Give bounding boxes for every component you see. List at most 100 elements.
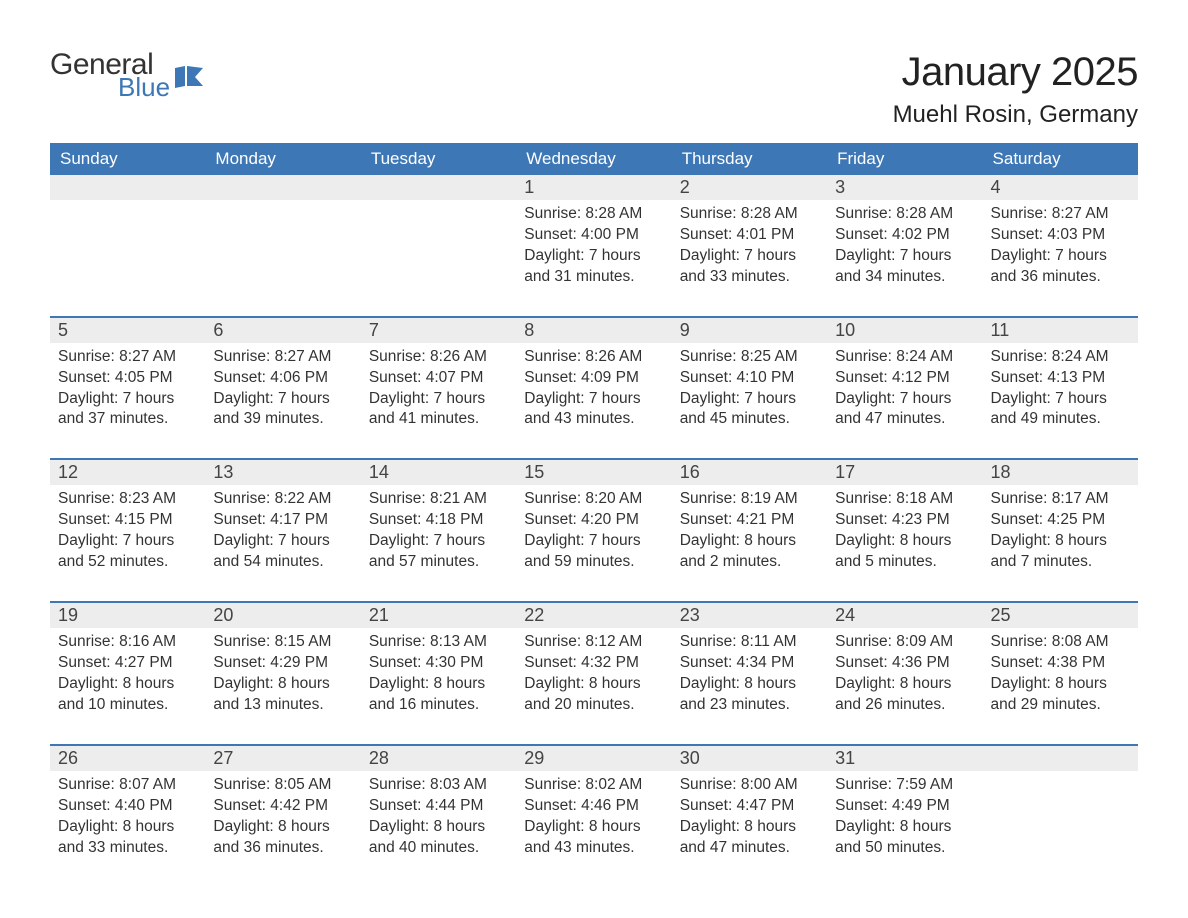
daylight-text: Daylight: 7 hours xyxy=(835,389,974,410)
daylight-text: and 45 minutes. xyxy=(680,409,819,430)
daylight-text: Daylight: 8 hours xyxy=(58,674,197,695)
sunset-text: Sunset: 4:15 PM xyxy=(58,510,197,531)
daylight-text: Daylight: 8 hours xyxy=(369,817,508,838)
sunrise-text: Sunrise: 8:27 AM xyxy=(213,347,352,368)
daylight-text: and 7 minutes. xyxy=(991,552,1130,573)
flag-icon xyxy=(175,66,205,88)
day-cell: Sunrise: 8:16 AMSunset: 4:27 PMDaylight:… xyxy=(50,628,205,744)
sunset-text: Sunset: 4:05 PM xyxy=(58,368,197,389)
daylight-text: Daylight: 8 hours xyxy=(680,531,819,552)
daylight-text: Daylight: 8 hours xyxy=(213,674,352,695)
sunset-text: Sunset: 4:30 PM xyxy=(369,653,508,674)
sunset-text: Sunset: 4:29 PM xyxy=(213,653,352,674)
day-cell xyxy=(205,200,360,316)
sunset-text: Sunset: 4:18 PM xyxy=(369,510,508,531)
daylight-text: and 33 minutes. xyxy=(58,838,197,859)
daylight-text: Daylight: 7 hours xyxy=(991,389,1130,410)
sunrise-text: Sunrise: 8:27 AM xyxy=(58,347,197,368)
sunset-text: Sunset: 4:01 PM xyxy=(680,225,819,246)
daynum-row: 567891011 xyxy=(50,316,1138,343)
daylight-text: Daylight: 7 hours xyxy=(58,531,197,552)
logo: General Blue xyxy=(50,50,205,100)
daylight-text: Daylight: 7 hours xyxy=(213,389,352,410)
sunset-text: Sunset: 4:02 PM xyxy=(835,225,974,246)
daylight-text: Daylight: 7 hours xyxy=(524,531,663,552)
sunrise-text: Sunrise: 8:24 AM xyxy=(835,347,974,368)
sunrise-text: Sunrise: 8:16 AM xyxy=(58,632,197,653)
sunset-text: Sunset: 4:10 PM xyxy=(680,368,819,389)
day-cell: Sunrise: 8:27 AMSunset: 4:06 PMDaylight:… xyxy=(205,343,360,459)
content-row: Sunrise: 8:23 AMSunset: 4:15 PMDaylight:… xyxy=(50,485,1138,601)
daylight-text: and 59 minutes. xyxy=(524,552,663,573)
daylight-text: and 41 minutes. xyxy=(369,409,508,430)
day-number: 24 xyxy=(827,603,982,628)
sunrise-text: Sunrise: 8:24 AM xyxy=(991,347,1130,368)
sunset-text: Sunset: 4:42 PM xyxy=(213,796,352,817)
sunrise-text: Sunrise: 8:23 AM xyxy=(58,489,197,510)
sunrise-text: Sunrise: 8:28 AM xyxy=(680,204,819,225)
sunset-text: Sunset: 4:21 PM xyxy=(680,510,819,531)
daylight-text: Daylight: 8 hours xyxy=(991,531,1130,552)
daylight-text: Daylight: 8 hours xyxy=(835,674,974,695)
day-number xyxy=(361,175,516,200)
day-number: 21 xyxy=(361,603,516,628)
logo-text: General Blue xyxy=(50,50,170,100)
day-cell: Sunrise: 8:08 AMSunset: 4:38 PMDaylight:… xyxy=(983,628,1138,744)
calendar-week: 567891011Sunrise: 8:27 AMSunset: 4:05 PM… xyxy=(50,316,1138,459)
day-number: 27 xyxy=(205,746,360,771)
sunrise-text: Sunrise: 8:00 AM xyxy=(680,775,819,796)
sunset-text: Sunset: 4:07 PM xyxy=(369,368,508,389)
day-cell xyxy=(50,200,205,316)
daylight-text: and 23 minutes. xyxy=(680,695,819,716)
daynum-row: 12131415161718 xyxy=(50,458,1138,485)
title-block: January 2025 Muehl Rosin, Germany xyxy=(893,50,1138,129)
daylight-text: and 43 minutes. xyxy=(524,838,663,859)
daylight-text: Daylight: 8 hours xyxy=(991,674,1130,695)
day-number xyxy=(205,175,360,200)
day-number: 4 xyxy=(983,175,1138,200)
sunrise-text: Sunrise: 8:28 AM xyxy=(835,204,974,225)
sunset-text: Sunset: 4:49 PM xyxy=(835,796,974,817)
sunrise-text: Sunrise: 8:25 AM xyxy=(680,347,819,368)
sunset-text: Sunset: 4:03 PM xyxy=(991,225,1130,246)
daylight-text: Daylight: 7 hours xyxy=(369,531,508,552)
daylight-text: and 43 minutes. xyxy=(524,409,663,430)
day-number: 28 xyxy=(361,746,516,771)
day-number: 10 xyxy=(827,318,982,343)
day-cell xyxy=(361,200,516,316)
day-cell: Sunrise: 8:07 AMSunset: 4:40 PMDaylight:… xyxy=(50,771,205,869)
daylight-text: Daylight: 8 hours xyxy=(680,817,819,838)
daylight-text: and 57 minutes. xyxy=(369,552,508,573)
daylight-text: and 47 minutes. xyxy=(835,409,974,430)
sunrise-text: Sunrise: 8:26 AM xyxy=(524,347,663,368)
daynum-row: 262728293031 xyxy=(50,744,1138,771)
day-cell: Sunrise: 8:22 AMSunset: 4:17 PMDaylight:… xyxy=(205,485,360,601)
sunrise-text: Sunrise: 8:05 AM xyxy=(213,775,352,796)
daylight-text: and 33 minutes. xyxy=(680,267,819,288)
daylight-text: and 31 minutes. xyxy=(524,267,663,288)
day-number: 23 xyxy=(672,603,827,628)
day-number: 22 xyxy=(516,603,671,628)
daylight-text: and 54 minutes. xyxy=(213,552,352,573)
daylight-text: Daylight: 8 hours xyxy=(835,531,974,552)
sunrise-text: Sunrise: 8:22 AM xyxy=(213,489,352,510)
sunset-text: Sunset: 4:46 PM xyxy=(524,796,663,817)
content-row: Sunrise: 8:27 AMSunset: 4:05 PMDaylight:… xyxy=(50,343,1138,459)
calendar-week: 12131415161718Sunrise: 8:23 AMSunset: 4:… xyxy=(50,458,1138,601)
daylight-text: Daylight: 7 hours xyxy=(680,389,819,410)
daylight-text: and 47 minutes. xyxy=(680,838,819,859)
day-number: 3 xyxy=(827,175,982,200)
day-header-tuesday: Tuesday xyxy=(361,143,516,175)
daylight-text: and 26 minutes. xyxy=(835,695,974,716)
sunrise-text: Sunrise: 8:15 AM xyxy=(213,632,352,653)
sunset-text: Sunset: 4:38 PM xyxy=(991,653,1130,674)
day-number: 14 xyxy=(361,460,516,485)
day-cell: Sunrise: 8:20 AMSunset: 4:20 PMDaylight:… xyxy=(516,485,671,601)
day-cell: Sunrise: 8:02 AMSunset: 4:46 PMDaylight:… xyxy=(516,771,671,869)
day-number: 8 xyxy=(516,318,671,343)
daylight-text: Daylight: 7 hours xyxy=(680,246,819,267)
daylight-text: and 39 minutes. xyxy=(213,409,352,430)
content-row: Sunrise: 8:07 AMSunset: 4:40 PMDaylight:… xyxy=(50,771,1138,869)
day-cell: Sunrise: 8:12 AMSunset: 4:32 PMDaylight:… xyxy=(516,628,671,744)
day-number: 6 xyxy=(205,318,360,343)
